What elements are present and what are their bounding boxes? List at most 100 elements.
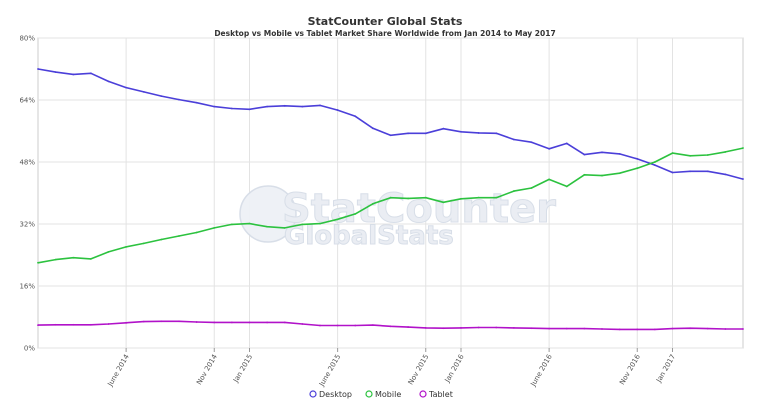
x-tick-label: Nov 2015 (407, 353, 431, 386)
data-point-mobile (195, 231, 198, 234)
data-point-desktop (618, 152, 621, 155)
data-point-mobile (301, 223, 304, 226)
data-point-desktop (512, 138, 515, 141)
legend-label-mobile: Mobile (375, 390, 401, 399)
data-point-tablet (442, 327, 445, 330)
legend-marker-desktop (309, 390, 317, 398)
x-tick-label: June 2016 (529, 353, 554, 389)
data-point-tablet (178, 320, 180, 323)
data-point-mobile (283, 226, 286, 229)
y-tick-label: 32% (19, 221, 35, 229)
data-point-desktop (636, 158, 639, 160)
data-point-mobile (460, 197, 462, 200)
data-point-tablet (689, 327, 692, 330)
data-point-mobile (336, 218, 339, 221)
data-point-mobile (89, 257, 92, 260)
watermark-line-1: StatCounter (282, 186, 556, 232)
data-point-tablet (618, 328, 621, 331)
data-point-tablet (371, 324, 374, 327)
data-point-tablet (512, 326, 515, 329)
data-point-tablet (230, 321, 233, 324)
data-point-desktop (671, 171, 674, 174)
data-point-mobile (671, 152, 674, 154)
data-point-mobile (477, 196, 480, 199)
data-point-desktop (230, 107, 233, 110)
data-point-tablet (583, 327, 586, 330)
data-point-tablet (160, 320, 163, 323)
data-point-tablet (248, 321, 251, 324)
data-point-mobile (160, 238, 163, 241)
data-point-tablet (72, 323, 75, 326)
data-point-mobile (495, 196, 498, 199)
data-point-tablet (107, 323, 110, 325)
data-point-mobile (54, 258, 57, 261)
legend-item-desktop[interactable]: Desktop (309, 390, 352, 399)
data-point-desktop (354, 115, 357, 118)
legend-marker-tablet (419, 390, 427, 398)
data-point-tablet (336, 324, 339, 327)
data-point-desktop (107, 80, 110, 83)
data-point-desktop (724, 173, 727, 176)
x-tick-label: June 2014 (106, 353, 131, 389)
data-point-mobile (354, 213, 357, 215)
data-point-desktop (301, 105, 304, 108)
data-point-tablet (213, 321, 216, 324)
data-point-tablet (653, 328, 656, 331)
data-point-desktop (125, 86, 128, 89)
chart-title: StatCounter Global Stats (308, 15, 463, 28)
data-point-desktop (583, 153, 586, 156)
data-point-tablet (54, 323, 57, 326)
data-point-mobile (742, 147, 744, 149)
data-point-tablet (495, 326, 498, 329)
data-point-mobile (583, 173, 586, 176)
watermark: StatCounter GlobalStats (239, 185, 557, 252)
data-point-desktop (213, 105, 216, 108)
data-point-mobile (371, 202, 374, 205)
data-point-mobile (389, 196, 392, 199)
legend-item-tablet[interactable]: Tablet (419, 390, 453, 399)
legend[interactable]: Desktop Mobile Tablet (309, 390, 453, 399)
x-tick-label: Nov 2016 (618, 353, 642, 387)
data-point-tablet (407, 326, 410, 328)
y-tick-label: 48% (19, 159, 35, 167)
data-point-desktop (407, 132, 410, 135)
data-point-desktop (160, 95, 163, 98)
data-point-mobile (178, 235, 180, 237)
data-point-tablet (671, 327, 674, 330)
data-point-tablet (89, 323, 92, 326)
data-point-mobile (125, 245, 128, 248)
series-lines (37, 68, 744, 331)
data-point-desktop (283, 104, 286, 107)
data-point-tablet (706, 327, 709, 330)
data-point-mobile (530, 187, 533, 189)
data-point-desktop (424, 132, 427, 135)
data-point-tablet (601, 328, 603, 330)
data-point-mobile (724, 151, 727, 153)
data-point-tablet (424, 326, 427, 329)
legend-item-mobile[interactable]: Mobile (365, 390, 401, 399)
data-point-mobile (442, 201, 445, 204)
data-point-desktop (601, 151, 603, 154)
data-point-desktop (460, 130, 462, 133)
y-tick-label: 16% (19, 283, 35, 291)
data-point-desktop (530, 141, 533, 144)
data-point-tablet (125, 321, 128, 324)
y-tick-label: 64% (19, 97, 35, 105)
data-point-desktop (37, 68, 39, 70)
data-point-tablet (460, 326, 462, 329)
data-point-tablet (37, 324, 39, 327)
data-point-desktop (336, 109, 339, 111)
data-point-mobile (512, 190, 515, 192)
data-point-desktop (742, 178, 744, 180)
data-point-mobile (248, 222, 251, 225)
x-tick-label: Nov 2014 (195, 353, 219, 387)
data-point-desktop (495, 132, 498, 135)
x-tick-label: Jan 2016 (443, 353, 466, 385)
data-point-desktop (142, 90, 145, 93)
data-point-tablet (477, 326, 480, 329)
legend-marker-mobile (365, 390, 373, 398)
data-point-desktop (89, 72, 92, 75)
data-point-desktop (319, 104, 321, 107)
